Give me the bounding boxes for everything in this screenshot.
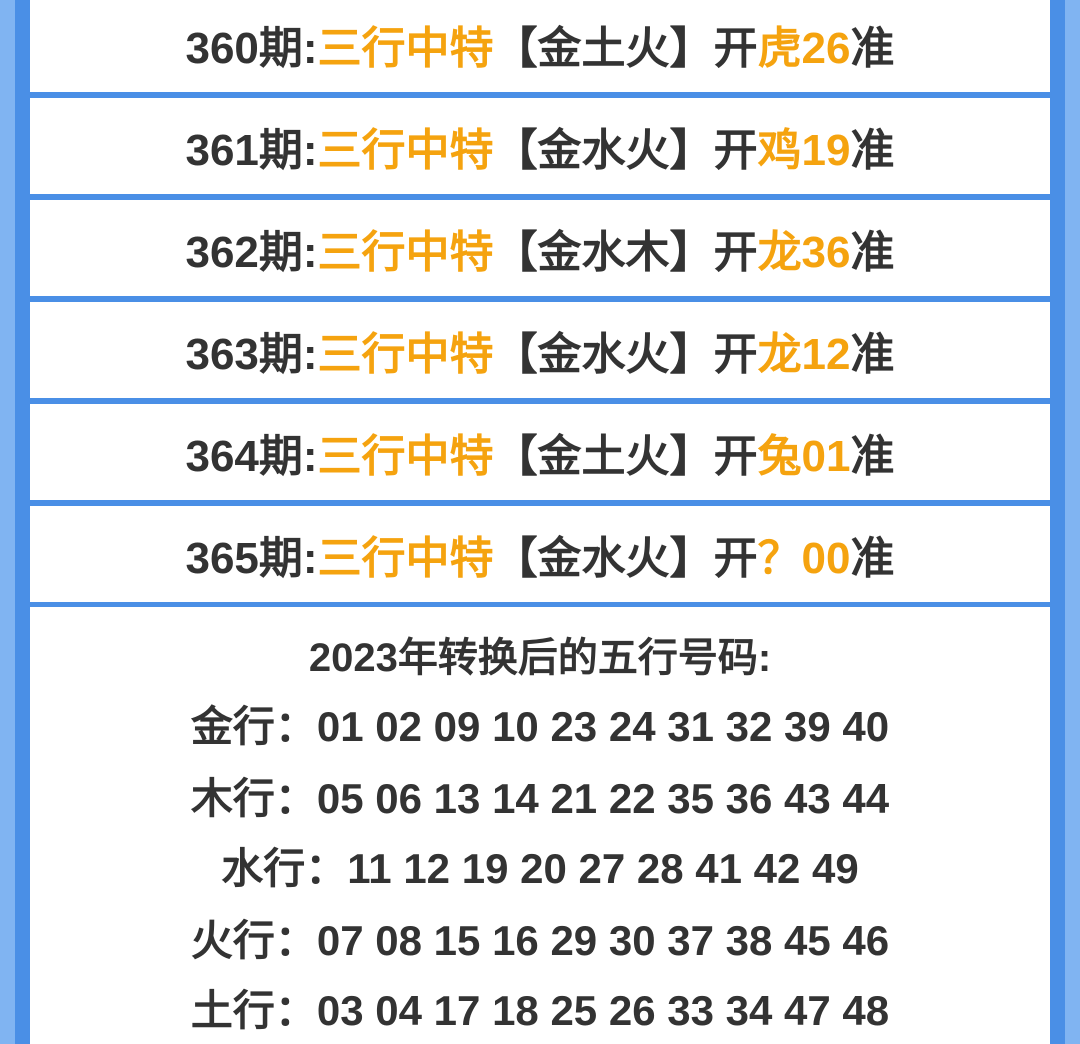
element-label: 土行： — [190, 987, 317, 1034]
page-frame: 360期: 三行中特 【金土火】开虎26 准 361期: 三行中特 【金水火】开鸡19 准 36… — [15, 0, 1065, 1044]
row-result: 龙36 — [757, 228, 851, 277]
row-title: 三行中特 — [317, 432, 494, 481]
row-period: 364期: — [185, 432, 318, 481]
prediction-row: 365期: 三行中特 【金水火】开？00 准 — [30, 506, 1050, 602]
element-label: 火行： — [190, 917, 317, 964]
row-elements: 【金土火】 — [493, 24, 714, 73]
element-label: 水行： — [221, 845, 348, 892]
element-label: 木行： — [190, 775, 317, 822]
row-period: 361期: — [185, 126, 318, 175]
row-period: 360期: — [185, 24, 318, 73]
row-title: 三行中特 — [317, 534, 494, 583]
row-result: 鸡19 — [757, 126, 851, 175]
row-title: 三行中特 — [317, 330, 494, 379]
element-line: 火行：07 08 15 16 29 30 37 38 45 46 — [30, 907, 1050, 968]
element-line: 金行：01 02 09 10 23 24 31 32 39 40 — [30, 693, 1050, 754]
row-end: 准 — [850, 126, 895, 175]
element-numbers: 03 04 17 18 25 26 33 34 47 48 — [316, 987, 890, 1034]
row-open: 开 — [713, 432, 758, 481]
prediction-row: 362期: 三行中特 【金水木】开龙36 准 — [30, 200, 1050, 296]
row-end: 准 — [850, 330, 895, 379]
row-open: 开 — [713, 24, 758, 73]
row-result: 兔01 — [757, 432, 851, 481]
element-numbers: 05 06 13 14 21 22 35 36 43 44 — [316, 775, 890, 822]
row-period: 365期: — [185, 534, 318, 583]
row-elements: 【金土火】 — [493, 432, 714, 481]
row-result: 虎26 — [757, 24, 851, 73]
number-table: 2023年转换后的五行号码: 金行：01 02 09 10 23 24 31 32… — [30, 607, 1050, 1044]
row-open: 开 — [713, 126, 758, 175]
row-end: 准 — [850, 228, 895, 277]
row-period: 363期: — [185, 330, 318, 379]
row-open: 开 — [713, 534, 758, 583]
element-numbers: 01 02 09 10 23 24 31 32 39 40 — [316, 703, 890, 750]
row-elements: 【金水木】 — [493, 228, 714, 277]
element-numbers: 11 12 19 20 27 28 41 42 49 — [347, 845, 859, 892]
row-end: 准 — [850, 534, 895, 583]
row-period: 362期: — [185, 228, 318, 277]
row-elements: 【金水火】 — [493, 126, 714, 175]
prediction-row: 361期: 三行中特 【金水火】开鸡19 准 — [30, 98, 1050, 194]
row-title: 三行中特 — [317, 126, 494, 175]
row-title: 三行中特 — [317, 228, 494, 277]
prediction-row: 360期: 三行中特 【金土火】开虎26 准 — [30, 0, 1050, 92]
element-label: 金行： — [190, 703, 317, 750]
row-result: 龙12 — [757, 330, 851, 379]
table-heading: 2023年转换后的五行号码: — [308, 636, 772, 680]
element-line: 木行：05 06 13 14 21 22 35 36 43 44 — [30, 765, 1050, 826]
prediction-row: 363期: 三行中特 【金水火】开龙12 准 — [30, 302, 1050, 398]
row-elements: 【金水火】 — [493, 534, 714, 583]
row-title: 三行中特 — [317, 24, 494, 73]
element-line: 水行：11 12 19 20 27 28 41 42 49 — [30, 835, 1050, 896]
element-line: 土行：03 04 17 18 25 26 33 34 47 48 — [30, 977, 1050, 1038]
content-panel: 360期: 三行中特 【金土火】开虎26 准 361期: 三行中特 【金水火】开鸡19 准 36… — [30, 0, 1050, 1044]
prediction-row: 364期: 三行中特 【金土火】开兔01 准 — [30, 404, 1050, 500]
row-elements: 【金水火】 — [493, 330, 714, 379]
element-numbers: 07 08 15 16 29 30 37 38 45 46 — [316, 917, 890, 964]
row-open: 开 — [713, 330, 758, 379]
row-result: ？00 — [757, 534, 851, 583]
row-open: 开 — [713, 228, 758, 277]
row-end: 准 — [850, 24, 895, 73]
row-end: 准 — [850, 432, 895, 481]
